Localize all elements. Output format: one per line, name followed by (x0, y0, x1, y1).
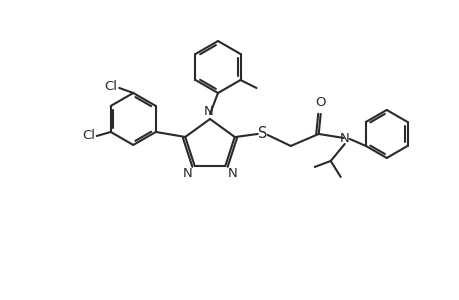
Text: N: N (183, 167, 192, 180)
Text: S: S (257, 127, 267, 142)
Text: Cl: Cl (104, 80, 117, 94)
Text: N: N (227, 167, 236, 180)
Text: Cl: Cl (82, 130, 95, 142)
Text: N: N (204, 105, 213, 118)
Text: O: O (315, 96, 325, 109)
Text: N: N (339, 133, 349, 146)
